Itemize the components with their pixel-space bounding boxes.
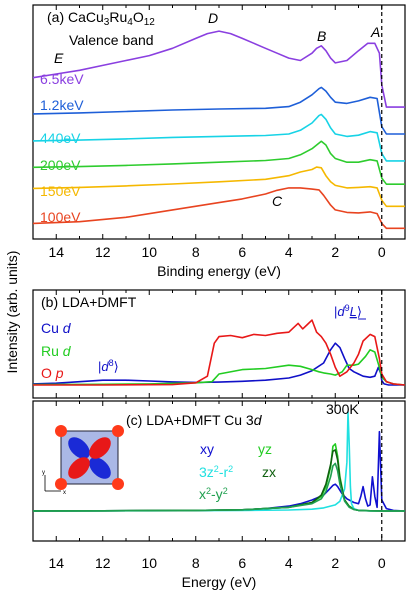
panel-c-curves bbox=[32, 411, 406, 512]
corner-atom-bl bbox=[55, 478, 67, 490]
panel-b-series-op bbox=[33, 319, 406, 386]
series-label-150ev: 150eV bbox=[40, 183, 81, 199]
y-axis-label: Intensity (arb. units) bbox=[4, 251, 20, 374]
legend-xy: xy bbox=[200, 441, 214, 457]
orbital-lobe-upper-left bbox=[68, 437, 90, 459]
panel-b-label: (b) LDA+DMFT bbox=[41, 294, 137, 310]
panel-c-label: (c) LDA+DMFT Cu 3d bbox=[126, 412, 263, 428]
orbital-lobe-lower-left bbox=[68, 457, 90, 479]
panel-b-series-rud bbox=[32, 349, 406, 386]
peak-label-e: E bbox=[54, 50, 64, 66]
panel-a-series-65kev bbox=[32, 30, 405, 108]
legend-o-p: O p bbox=[41, 365, 64, 381]
corner-atom-tr bbox=[112, 425, 124, 437]
corner-atom-br bbox=[112, 478, 124, 490]
legend-zx: zx bbox=[262, 464, 276, 480]
annotation-d8: |d8⟩ bbox=[98, 358, 119, 374]
x-tick-label: 8 bbox=[192, 244, 200, 260]
x-tick-label: 14 bbox=[48, 555, 64, 571]
x-tick-label: 14 bbox=[48, 244, 64, 260]
x-tick-label: 10 bbox=[141, 555, 157, 571]
x-tick-label: 2 bbox=[331, 244, 339, 260]
corner-atom-tl bbox=[55, 425, 67, 437]
x-tick-label: 2 bbox=[331, 555, 339, 571]
series-label-440ev: 440eV bbox=[40, 130, 81, 146]
legend-yz: yz bbox=[258, 441, 272, 457]
annotation-d9l: |d9L⟩ bbox=[334, 303, 362, 319]
panel-a-curves bbox=[32, 30, 405, 230]
peak-label-a: A bbox=[370, 24, 380, 40]
axis-ticks: 14 12 10 8 6 4 2 0 14 12 10 8 6 4 2 0 bbox=[48, 5, 386, 571]
panel-b-series-cud bbox=[32, 342, 405, 386]
x-tick-label: 6 bbox=[238, 555, 246, 571]
panel-a-series-100ev bbox=[32, 187, 405, 230]
x-tick-label: 8 bbox=[192, 555, 200, 571]
orbital-inset: y x bbox=[42, 425, 124, 496]
x-tick-label: 0 bbox=[378, 555, 386, 571]
panel-a-series-440ev bbox=[32, 113, 405, 162]
x-axis-label-a: Binding energy (eV) bbox=[157, 263, 281, 279]
x-tick-label: 6 bbox=[238, 244, 246, 260]
peak-label-c: C bbox=[272, 193, 283, 209]
panel-a-series-200ev bbox=[32, 140, 405, 185]
series-label-100ev: 100eV bbox=[40, 209, 81, 225]
panel-a-subtitle: Valence band bbox=[69, 32, 154, 48]
legend-3z2-r2: 3z2-r2 bbox=[199, 464, 233, 480]
x-tick-label: 0 bbox=[378, 244, 386, 260]
x-axis-label-c: Energy (eV) bbox=[182, 574, 257, 590]
series-label-1.2kev: 1.2keV bbox=[40, 97, 84, 113]
x-tick-label: 10 bbox=[141, 244, 157, 260]
peak-label-d: D bbox=[208, 10, 218, 26]
series-label-200ev: 200eV bbox=[40, 157, 81, 173]
x-tick-label: 12 bbox=[95, 555, 111, 571]
panel-a-series-12kev bbox=[32, 86, 405, 135]
legend-ru-d: Ru d bbox=[41, 343, 72, 359]
panel-c-series-xy bbox=[32, 462, 405, 512]
x-tick-label: 12 bbox=[95, 244, 111, 260]
peak-label-b: B bbox=[317, 28, 326, 44]
panel-b-curves bbox=[32, 319, 406, 386]
annotation-300k: 300K bbox=[326, 401, 359, 417]
x-tick-label: 4 bbox=[285, 244, 293, 260]
series-label-6.5kev: 6.5keV bbox=[40, 71, 84, 87]
inset-y-label: y bbox=[42, 470, 45, 476]
panel-a-series-150ev bbox=[32, 166, 405, 208]
inset-x-label: x bbox=[63, 490, 66, 496]
orbital-lobe-upper-right bbox=[89, 437, 111, 459]
x-tick-label: 4 bbox=[285, 555, 293, 571]
legend-cu-d: Cu d bbox=[41, 320, 72, 336]
legend-x2-y2: x2-y2 bbox=[199, 486, 228, 502]
orbital-lobe-lower-right bbox=[89, 457, 111, 479]
panel-a-label: (a) CaCu3Ru4O12 bbox=[47, 9, 155, 28]
